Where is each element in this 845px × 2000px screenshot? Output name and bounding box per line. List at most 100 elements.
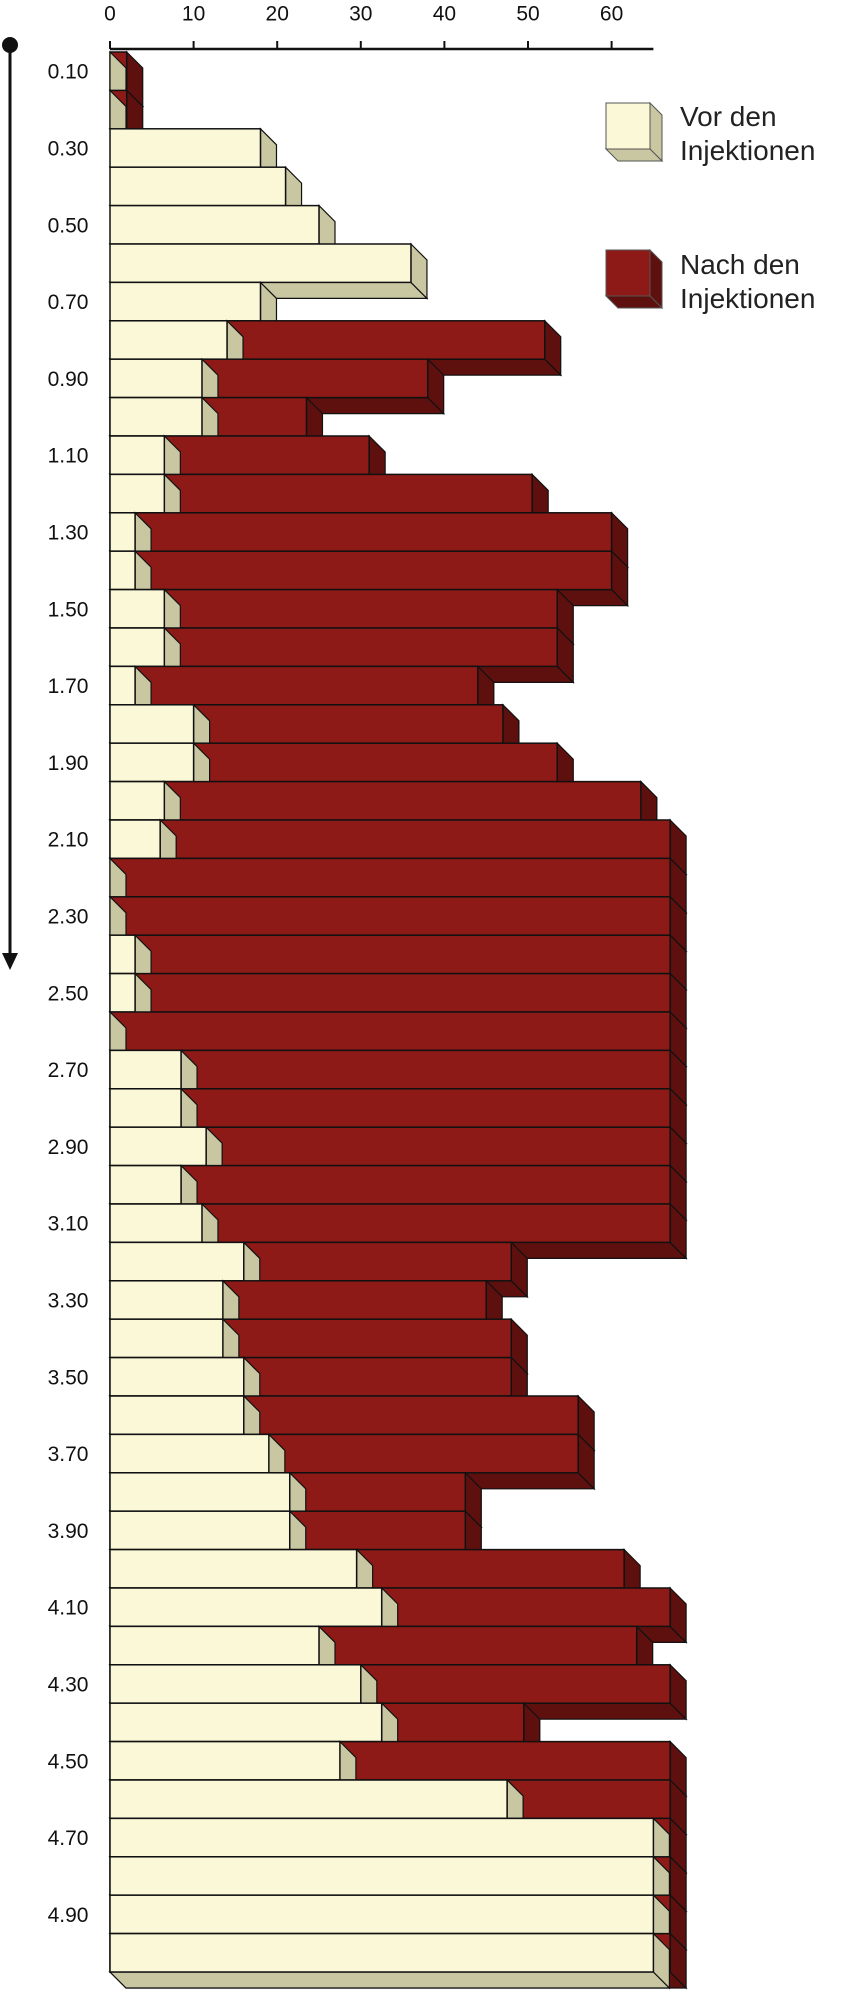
bar <box>109 1395 245 1436</box>
y-tick-label: 4.70 <box>48 1827 89 1850</box>
bar-bottom <box>108 1971 671 1989</box>
y-tick-label: 1.30 <box>48 522 89 545</box>
bar <box>109 1164 671 1205</box>
arrow-head <box>2 953 18 970</box>
legend-label: Nach den Injektionen <box>680 249 816 314</box>
bar <box>109 742 195 783</box>
bar <box>109 243 412 284</box>
bar <box>109 204 320 245</box>
y-tick-label: 4.90 <box>48 1904 89 1927</box>
bar <box>109 550 613 591</box>
y-tick-label: 2.10 <box>48 829 89 852</box>
y-tick-label: 1.50 <box>48 598 89 621</box>
bar <box>109 1587 383 1628</box>
arrow-dot <box>2 37 18 53</box>
bar <box>109 972 136 1013</box>
bar <box>109 857 671 898</box>
bar <box>109 473 166 514</box>
x-tick-label: 30 <box>349 3 372 26</box>
bar <box>109 627 166 668</box>
y-tick-label: 0.70 <box>48 291 89 314</box>
y-tick-label: 1.70 <box>48 675 89 698</box>
bar <box>109 1049 182 1090</box>
y-tick-label: 4.50 <box>48 1750 89 1773</box>
y-tick-label: 3.90 <box>48 1520 89 1543</box>
y-tick-label: 2.70 <box>48 1059 89 1082</box>
bar <box>109 1932 655 1973</box>
x-tick-label: 0 <box>104 3 116 26</box>
x-tick-label: 60 <box>600 3 623 26</box>
bar <box>109 550 136 591</box>
y-tick-label: 0.30 <box>48 138 89 161</box>
bar <box>109 1510 291 1551</box>
bar <box>109 1856 655 1896</box>
bar <box>109 435 166 476</box>
legend-swatch <box>605 249 651 297</box>
x-tick-label: 20 <box>266 3 289 26</box>
bar <box>109 281 262 322</box>
bar <box>109 665 136 706</box>
bar <box>109 1472 291 1512</box>
bar <box>109 358 203 399</box>
bar <box>109 1088 671 1128</box>
y-tick-label: 0.50 <box>48 214 89 237</box>
bar <box>109 780 166 821</box>
bar <box>109 1126 207 1167</box>
legend-swatch <box>605 102 651 150</box>
bar <box>109 588 166 629</box>
x-tick-label: 10 <box>182 3 205 26</box>
bar <box>109 166 287 207</box>
x-tick-label: 40 <box>433 3 456 26</box>
bar <box>109 1088 182 1128</box>
bar <box>109 819 161 860</box>
bar <box>109 1356 245 1397</box>
bar <box>109 704 195 744</box>
x-tick-label: 50 <box>516 3 539 26</box>
y-tick-label: 2.50 <box>48 982 89 1005</box>
bar <box>109 320 228 360</box>
bar <box>109 1894 655 1935</box>
bar <box>109 1817 655 1858</box>
y-tick-label: 0.10 <box>48 61 89 84</box>
bar <box>109 396 203 437</box>
bar <box>109 512 613 552</box>
bar <box>109 1548 358 1589</box>
bar <box>109 1433 270 1474</box>
bar <box>109 1779 508 1820</box>
y-tick-label: 2.90 <box>48 1136 89 1159</box>
bar <box>109 896 671 936</box>
bar <box>109 1280 224 1320</box>
y-tick-label: 0.90 <box>48 368 89 391</box>
bar <box>109 1203 203 1244</box>
bar <box>109 1702 383 1743</box>
legend-boxes <box>604 101 664 310</box>
bar <box>109 1664 362 1704</box>
legend-label: Vor den Injektionen <box>680 101 816 166</box>
bar <box>109 934 671 975</box>
bar <box>109 1241 245 1282</box>
bar <box>109 1164 182 1205</box>
y-tick-label: 2.30 <box>48 906 89 929</box>
bar <box>109 1740 341 1781</box>
bar <box>109 665 479 706</box>
y-tick-label: 3.70 <box>48 1443 89 1466</box>
bar <box>109 1011 671 1052</box>
y-tick-label: 1.10 <box>48 445 89 468</box>
bar <box>109 780 642 821</box>
bar <box>109 1318 224 1359</box>
y-tick-label: 3.10 <box>48 1213 89 1236</box>
bar <box>109 588 559 629</box>
y-tick-label: 3.30 <box>48 1290 89 1313</box>
y-tick-label: 4.10 <box>48 1597 89 1620</box>
bar <box>109 128 262 168</box>
y-tick-label: 4.30 <box>48 1674 89 1697</box>
bar <box>109 1049 671 1090</box>
y-tick-label: 1.90 <box>48 752 89 775</box>
bar <box>109 819 671 860</box>
bar <box>109 934 136 975</box>
bar <box>109 972 671 1013</box>
bar <box>109 512 136 552</box>
bar <box>109 627 559 668</box>
